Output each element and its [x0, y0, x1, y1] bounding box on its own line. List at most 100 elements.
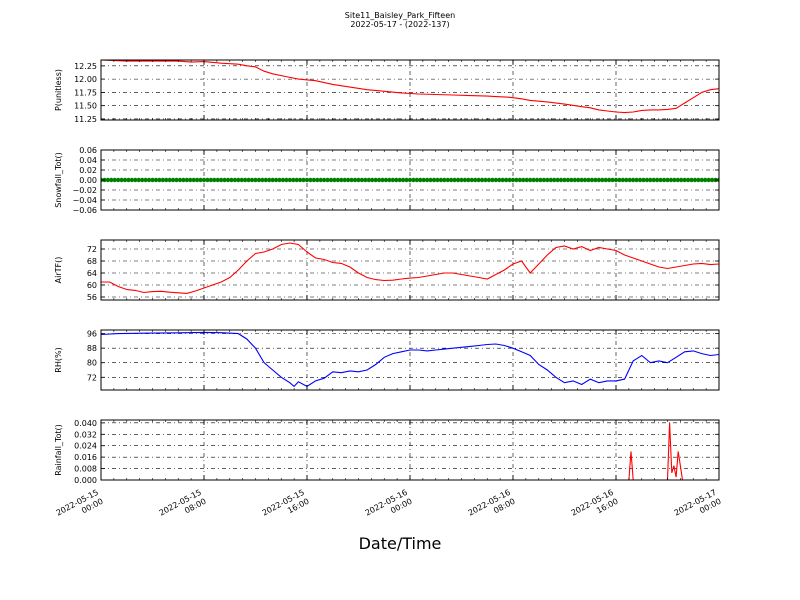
- data-point: [576, 177, 581, 183]
- y-tick-label: 56: [87, 293, 97, 302]
- data-point: [256, 177, 262, 183]
- y-tick-label: 0.024: [74, 442, 97, 451]
- data-point: [346, 177, 351, 183]
- data-point: [589, 177, 595, 183]
- data-point: [174, 177, 179, 183]
- data-point: [325, 177, 330, 183]
- data-point: [356, 177, 361, 183]
- data-point: [119, 177, 124, 183]
- data-point: [150, 177, 155, 183]
- data-point: [620, 177, 626, 183]
- data-point: [634, 177, 639, 183]
- data-point: [699, 177, 705, 183]
- data-point: [538, 177, 543, 183]
- data-point: [521, 177, 526, 183]
- data-point: [157, 177, 162, 183]
- data-point: [483, 177, 488, 183]
- data-point: [703, 177, 708, 183]
- data-point: [600, 177, 605, 183]
- data-point: [692, 177, 698, 183]
- data-point: [569, 177, 574, 183]
- data-point: [208, 177, 214, 183]
- data-point: [675, 177, 680, 183]
- data-point: [486, 177, 492, 183]
- data-point: [239, 177, 244, 183]
- data-point: [105, 177, 111, 183]
- data-point: [109, 177, 114, 183]
- data-point: [246, 177, 251, 183]
- data-point: [431, 177, 437, 183]
- data-point: [476, 177, 481, 183]
- y-tick-label: 0.00: [79, 176, 97, 185]
- data-point: [397, 177, 402, 183]
- data-point: [582, 177, 588, 183]
- data-point: [297, 177, 303, 183]
- series-line: [101, 422, 719, 480]
- data-point: [407, 177, 413, 183]
- data-point: [352, 177, 358, 183]
- data-point: [665, 177, 670, 183]
- data-point: [301, 177, 306, 183]
- data-point: [414, 177, 420, 183]
- data-point: [112, 177, 117, 183]
- data-point: [122, 177, 128, 183]
- data-point: [637, 177, 643, 183]
- data-point: [479, 177, 485, 183]
- data-point: [263, 177, 268, 183]
- data-point: [641, 177, 646, 183]
- y-tick-label: 0.040: [74, 419, 97, 428]
- series-line: [101, 331, 719, 388]
- chart-title: Site11_Baisley_Park_Fifteen: [344, 11, 456, 20]
- series-line: [101, 242, 719, 294]
- data-point: [524, 177, 529, 183]
- data-point: [328, 177, 334, 183]
- data-point: [510, 177, 516, 183]
- data-point: [308, 177, 313, 183]
- data-point: [462, 177, 468, 183]
- data-point: [332, 177, 337, 183]
- data-point: [459, 177, 464, 183]
- data-point: [188, 177, 193, 183]
- data-point: [449, 177, 454, 183]
- y-tick-label: 68: [87, 257, 97, 266]
- data-point: [445, 177, 450, 183]
- data-point: [541, 177, 547, 183]
- y-tick-label: 0.06: [79, 146, 97, 155]
- y-axis-label: Snowfall_Tot(): [54, 152, 63, 208]
- data-point: [685, 177, 691, 183]
- data-point: [545, 177, 550, 183]
- data-point: [555, 177, 560, 183]
- data-point: [679, 177, 684, 183]
- y-tick-label: 12.25: [74, 62, 97, 71]
- data-point: [527, 177, 533, 183]
- data-point: [442, 177, 447, 183]
- data-point: [655, 177, 660, 183]
- data-point: [304, 177, 310, 183]
- data-point: [236, 177, 241, 183]
- y-axis-label: P(unitless): [54, 69, 63, 111]
- x-axis-label: Date/Time: [358, 534, 442, 553]
- data-point: [359, 177, 365, 183]
- y-tick-label: 72: [87, 373, 97, 382]
- data-point: [624, 177, 629, 183]
- data-point: [115, 177, 121, 183]
- data-point: [373, 177, 378, 183]
- y-tick-label: 0.02: [79, 166, 97, 175]
- data-point: [579, 177, 584, 183]
- data-point: [394, 177, 399, 183]
- data-point: [473, 177, 478, 183]
- data-point: [143, 177, 148, 183]
- data-point: [212, 177, 217, 183]
- data-point: [503, 177, 509, 183]
- data-point: [376, 177, 382, 183]
- data-point: [469, 177, 474, 183]
- data-point: [404, 177, 409, 183]
- data-point: [232, 177, 238, 183]
- y-tick-label: 60: [87, 281, 97, 290]
- data-point: [205, 177, 210, 183]
- data-point: [229, 177, 234, 183]
